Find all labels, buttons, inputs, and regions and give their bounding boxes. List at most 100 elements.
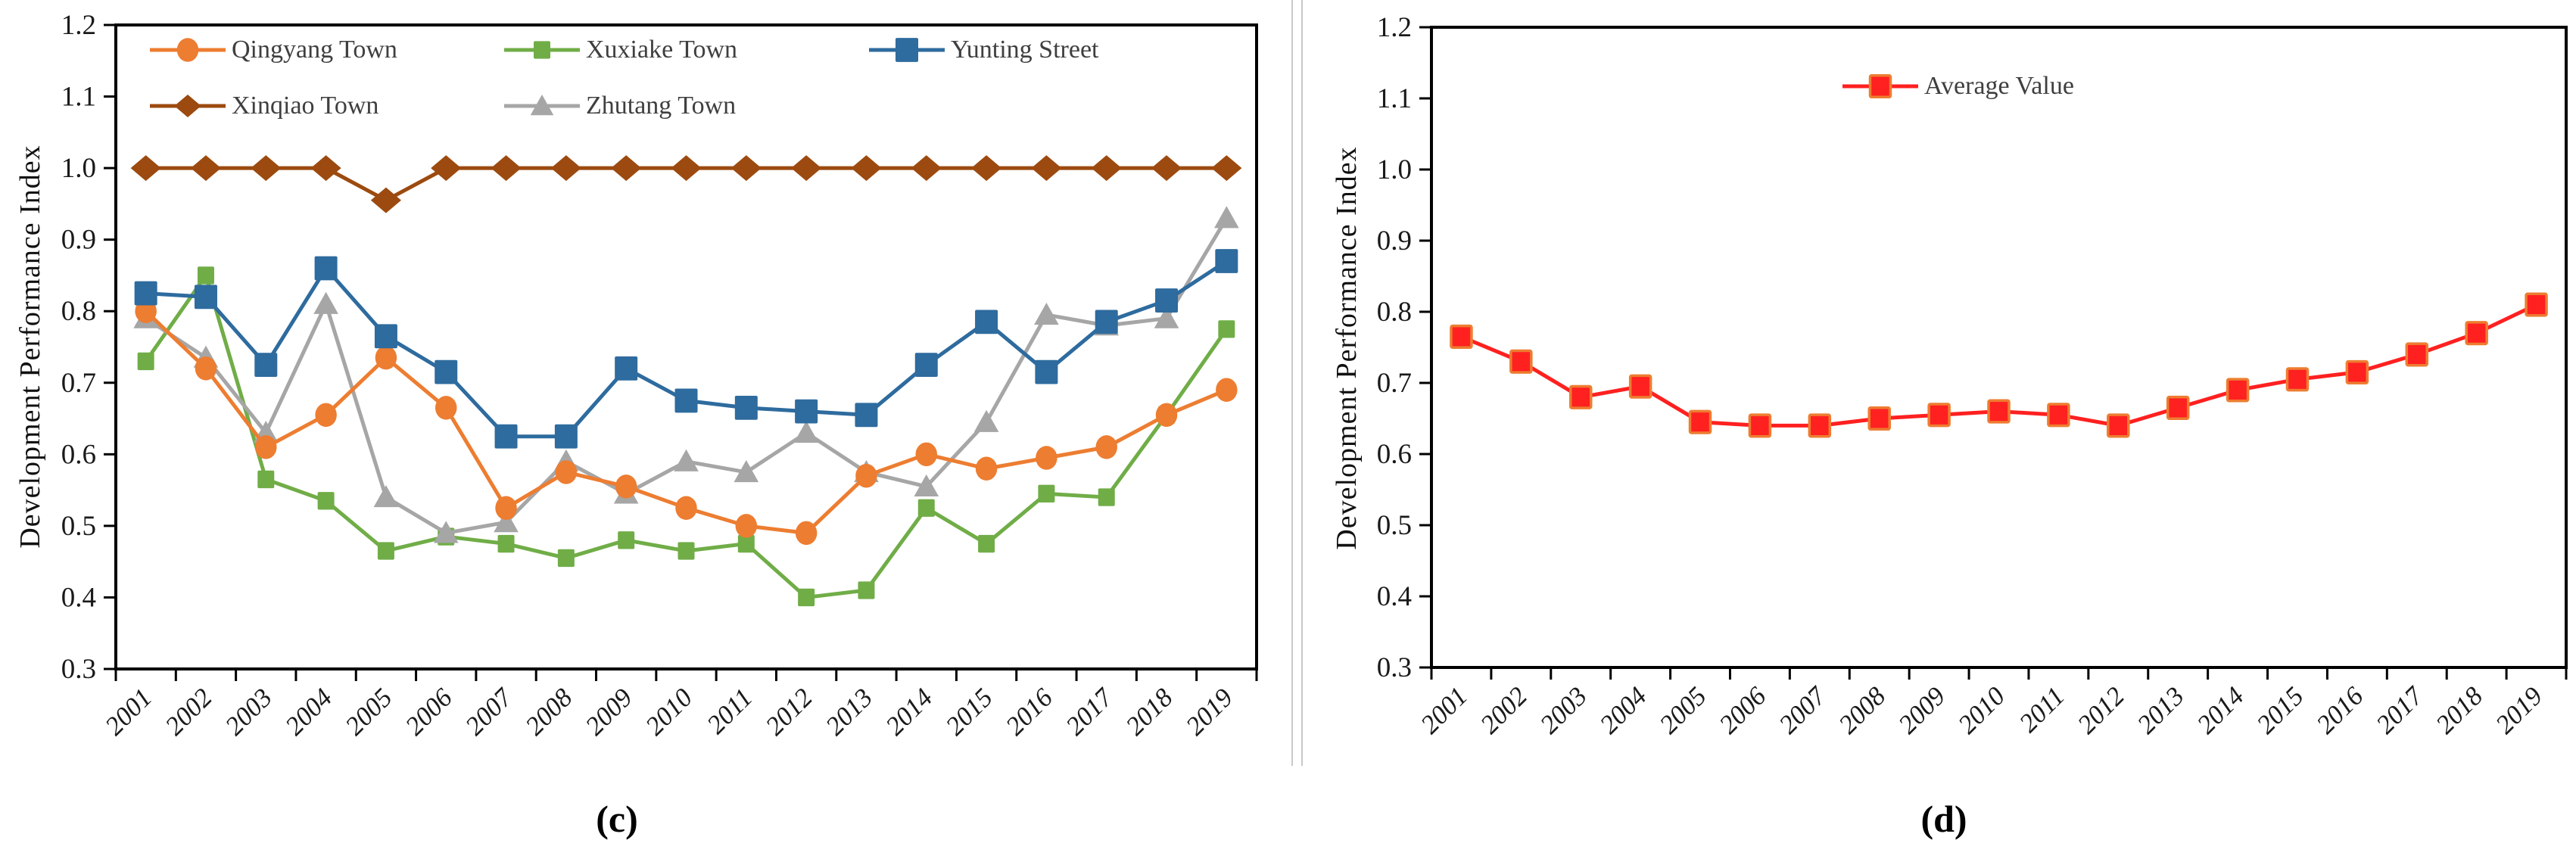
data-point-square (855, 403, 878, 428)
data-point-circle (555, 460, 578, 484)
x-tick-label: 2002 (160, 683, 218, 741)
y-tick-label: 0.3 (1377, 652, 1412, 683)
data-point-square (257, 470, 275, 489)
x-tick-label: 2014 (2191, 681, 2250, 739)
data-point-square (677, 542, 695, 560)
x-tick-label: 2006 (400, 683, 458, 741)
x-tick-label: 2009 (580, 683, 638, 741)
data-point-triangle (734, 459, 759, 483)
data-point-circle (1036, 446, 1057, 470)
data-point-square (2405, 342, 2429, 367)
data-point-diamond (851, 155, 882, 182)
data-point-diamond (310, 155, 341, 182)
legend-item-zhutang-town: Zhutang Town (503, 89, 736, 123)
series-line-zhutang-town (144, 216, 1229, 535)
data-point-square (674, 388, 698, 413)
y-tick-label: 0.6 (1377, 439, 1412, 470)
legend-label: Qingyang Town (232, 36, 397, 64)
data-point-diamond (491, 155, 522, 182)
y-tick-label: 0.4 (1377, 581, 1412, 612)
legend-diamond-icon (150, 95, 226, 117)
data-point-square (737, 534, 755, 553)
x-tick-label: 2018 (2430, 681, 2488, 739)
x-tick-label: 2015 (940, 683, 998, 741)
y-axis-title-right: Development Performance Index (1331, 146, 1363, 550)
data-point-square (497, 534, 515, 553)
data-point-diamond (791, 155, 822, 182)
y-tick-label: 0.3 (61, 654, 96, 685)
x-tick-label: 2012 (760, 683, 818, 741)
data-point-square (1987, 399, 2011, 424)
data-point-diamond (911, 155, 942, 182)
data-point-diamond (971, 155, 1002, 182)
legend-item-average-value: Average Value (1841, 70, 2074, 103)
data-point-square (197, 266, 214, 285)
data-point-triangle (494, 510, 519, 533)
data-point-diamond (550, 155, 581, 182)
data-point-square (2166, 395, 2190, 420)
caption-d: (d) (1920, 798, 1967, 840)
data-point-diamond (1211, 155, 1242, 182)
data-point-square (978, 534, 995, 553)
data-point-square (858, 581, 875, 599)
data-point-square (534, 41, 550, 59)
data-point-square (1568, 384, 1593, 409)
caption-c: (c) (596, 798, 638, 840)
panel-divider-line-2 (1301, 0, 1303, 766)
data-point-circle (255, 435, 277, 459)
data-point-square (1927, 403, 1951, 428)
x-tick-label: 2019 (2490, 681, 2548, 739)
data-point-triangle (1154, 306, 1179, 328)
x-tick-label: 2015 (2251, 681, 2310, 739)
data-point-square (1098, 488, 1115, 506)
x-tick-label: 2018 (1120, 683, 1179, 741)
legend-circle-icon (150, 38, 226, 62)
data-point-square (1155, 288, 1179, 313)
data-point-triangle (530, 95, 554, 116)
data-point-square (1808, 413, 1832, 438)
data-point-triangle (373, 485, 399, 508)
y-tick-label: 1.1 (61, 82, 96, 113)
data-point-square (734, 395, 758, 420)
y-tick-label: 1.0 (1377, 154, 1412, 185)
data-point-circle (1095, 435, 1117, 459)
data-point-circle (495, 496, 517, 520)
data-point-square (377, 542, 394, 560)
data-point-square (314, 256, 338, 281)
legend-label: Xuxiake Town (586, 36, 738, 64)
x-tick-label: 2005 (340, 683, 398, 741)
x-tick-label: 2006 (1714, 681, 1772, 739)
x-tick-label: 2012 (2072, 681, 2130, 739)
data-point-circle (615, 474, 637, 499)
data-point-square (254, 353, 278, 378)
x-tick-label: 2008 (519, 683, 578, 741)
y-tick-label: 0.7 (61, 368, 96, 399)
data-point-square (1095, 310, 1118, 334)
data-point-square (435, 359, 458, 384)
data-point-diamond (251, 155, 282, 182)
plot-frame (1430, 26, 2568, 669)
data-point-square (374, 324, 397, 349)
y-tick-label: 0.5 (61, 511, 96, 542)
legend-square-icon (504, 41, 580, 59)
legend-square-icon (869, 38, 945, 62)
data-point-square (2047, 403, 2070, 428)
legend-square-icon (1842, 73, 1918, 99)
y-tick-label: 0.9 (61, 225, 96, 256)
y-tick-label: 0.5 (1377, 510, 1412, 541)
x-tick-label: 2016 (2310, 681, 2369, 739)
y-tick-label: 0.7 (1377, 368, 1412, 399)
data-point-square (914, 353, 938, 378)
y-tick-label: 0.9 (1377, 226, 1412, 257)
x-tick-label: 2011 (701, 683, 758, 739)
data-point-diamond (611, 155, 642, 182)
data-point-square (975, 310, 998, 334)
data-point-square (557, 549, 575, 568)
data-point-square (494, 424, 518, 449)
data-point-triangle (674, 449, 699, 471)
data-point-square (134, 281, 157, 306)
data-point-triangle (973, 409, 999, 432)
